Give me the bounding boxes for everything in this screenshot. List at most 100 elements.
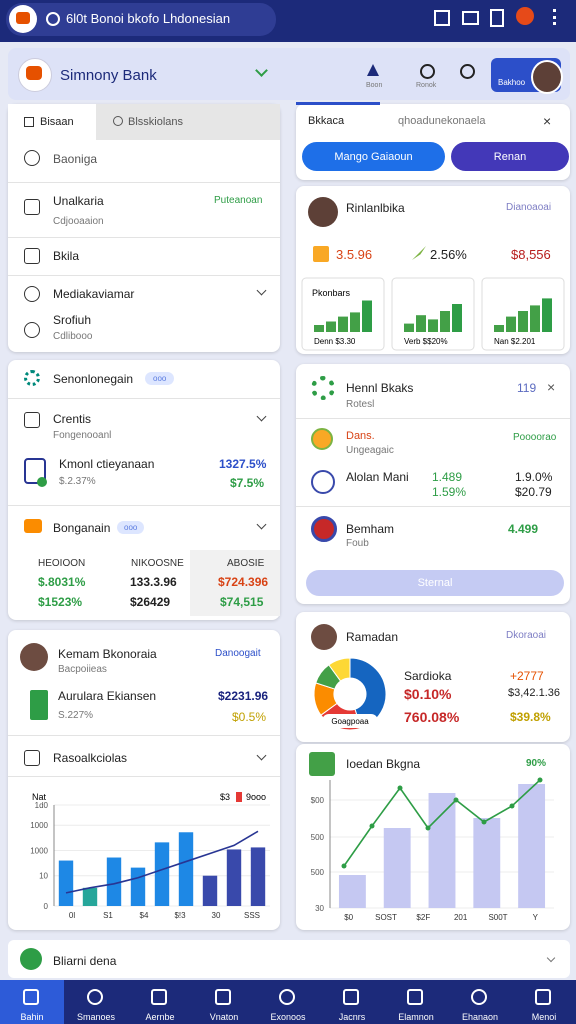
label: 90% [526, 758, 547, 769]
nav-item[interactable]: Jacnrs [320, 980, 384, 1024]
y-tick-label: 1000 [30, 846, 48, 855]
label: S.227% [58, 710, 94, 721]
label: 1327.5% [219, 457, 267, 471]
nav-label: Elamnon [398, 1012, 434, 1022]
close-icon[interactable]: × [543, 113, 552, 129]
footer-bar[interactable] [8, 940, 570, 978]
doc-icon[interactable] [490, 9, 504, 27]
search-icon[interactable] [460, 64, 475, 79]
label: +2777 [510, 669, 544, 683]
label: $26429 [130, 595, 171, 609]
stat-icon [313, 246, 329, 262]
label: Mediakaviamar [53, 287, 135, 301]
bar [473, 818, 501, 908]
divider [8, 182, 280, 183]
nav-icon [407, 989, 423, 1005]
label: Bkkaca [308, 115, 345, 127]
point [453, 797, 459, 803]
label: Bkila [53, 249, 80, 263]
divider [8, 735, 280, 736]
bar [440, 311, 450, 332]
group-icon [24, 519, 42, 533]
bar [383, 828, 411, 908]
x-tick-label: $0 [344, 913, 353, 922]
secondary-button[interactable]: Renan [451, 142, 569, 171]
action-button[interactable]: Sternal [306, 570, 564, 596]
nav-item[interactable]: Exonoos [256, 980, 320, 1024]
label: qhoadunekonaela [398, 115, 486, 127]
x-tick-label: S1 [103, 911, 113, 920]
label: Bacpoiieas [58, 664, 107, 675]
avatar [311, 624, 337, 650]
nav-item[interactable]: Vnaton [192, 980, 256, 1024]
center-label-bg [322, 714, 378, 728]
logo-mark [16, 12, 30, 24]
close-icon[interactable]: × [547, 379, 556, 395]
tab[interactable] [96, 104, 280, 140]
label: Mango Gaiaoun [334, 150, 413, 163]
y-tick-label: 1d0 [35, 801, 49, 810]
nav-item[interactable]: Aernbe [128, 980, 192, 1024]
avatar-icon[interactable] [516, 7, 534, 25]
nav-icon[interactable] [420, 64, 435, 79]
nav-label: Jacnrs [338, 1012, 366, 1022]
label: ooo [145, 372, 175, 385]
bar [314, 325, 324, 332]
nav-icon [23, 989, 39, 1005]
y-tick-label: 500 [311, 868, 325, 877]
nav-item[interactable]: Ehanaon [448, 980, 512, 1024]
label: ooo [117, 521, 145, 534]
point [509, 803, 515, 809]
y-tick-label: 10 [39, 872, 48, 881]
label: Puteanoan [214, 195, 263, 206]
point [397, 785, 403, 791]
mini-caption: Nan $2.201 [494, 337, 536, 346]
bar [428, 793, 456, 908]
mail-icon[interactable] [462, 11, 479, 25]
label: Hennl Bkaks [346, 381, 414, 395]
icon [24, 248, 40, 264]
point [425, 825, 431, 831]
label: Baoniga [53, 152, 98, 166]
divider [8, 505, 280, 506]
label: $2231.96 [218, 689, 269, 703]
x-tick-label: Y [533, 913, 539, 922]
primary-button[interactable]: Mango Gaiaoun [302, 142, 445, 171]
nav-icon [343, 989, 359, 1005]
x-tick-label: $2F [416, 913, 430, 922]
x-tick-label: S00T [488, 913, 507, 922]
label: Rasoalkciolas [53, 751, 128, 765]
bar [338, 316, 348, 332]
x-tick-label: $!3 [174, 911, 186, 920]
list-icon [311, 376, 335, 400]
accounts-icon [24, 370, 40, 386]
center-label: Goagpoaa [331, 717, 369, 726]
coin-icon [311, 428, 333, 450]
label: $3,42.1.36 [508, 687, 560, 699]
nav-item[interactable]: Smanoes [64, 980, 128, 1024]
label: Alolan Mani [346, 470, 409, 484]
nav-item[interactable]: Menoi [512, 980, 576, 1024]
label: 6l0t Bonoi bkofo Lhdonesian [66, 11, 231, 26]
bar [106, 857, 122, 906]
label: Cdlibooo [53, 331, 93, 342]
label: 119 [517, 381, 537, 395]
icon [24, 412, 40, 428]
more-icon[interactable] [553, 9, 559, 25]
nav-item[interactable]: Elamnon [384, 980, 448, 1024]
tab-active[interactable] [8, 104, 96, 140]
label: Poooorao [513, 432, 557, 443]
bar-line-chart: 30 500 500 $00 $0 SOST $2F 201 S00T Y [311, 777, 554, 922]
bar [326, 321, 336, 332]
nav-icon [535, 989, 551, 1005]
home-icon[interactable] [434, 10, 450, 26]
nav-item[interactable]: Bahin [0, 980, 64, 1024]
label: $20.79 [515, 485, 552, 499]
mini-caption: Denn $3.30 [314, 337, 356, 346]
y-tick-label: 0 [44, 902, 49, 911]
divider [296, 506, 570, 507]
nav-label: Menoi [531, 1012, 557, 1022]
icon [24, 322, 40, 338]
label: 133.3.96 [130, 575, 177, 589]
